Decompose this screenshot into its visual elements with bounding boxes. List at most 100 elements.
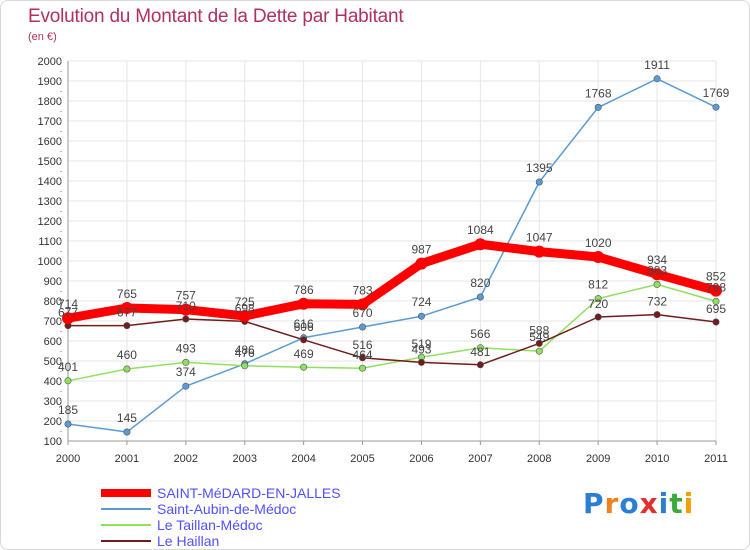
data-point [535,178,543,186]
data-point [535,347,543,355]
data-point [476,293,484,301]
data-label: 481 [470,345,490,359]
logo-letter: t [669,487,684,520]
data-label: 786 [294,283,314,297]
data-label: 516 [353,338,373,352]
data-point [297,297,310,310]
y-tick-label: 1200 [38,216,62,228]
data-label: 732 [647,295,667,309]
data-label: 724 [411,295,431,309]
data-label: 185 [58,403,78,417]
data-point [476,361,484,369]
legend-swatch [101,540,151,542]
x-tick-label: 2011 [704,453,728,465]
y-tick-label: 600 [44,336,62,348]
data-label: 757 [176,289,196,303]
data-point [592,251,605,263]
y-tick-label: 700 [44,316,62,328]
y-tick-label: 2000 [38,56,62,68]
data-label: 670 [353,306,373,320]
data-point [712,318,720,326]
y-tick-label: 1300 [38,196,62,208]
data-label: 714 [58,297,78,311]
series-line [67,283,717,382]
data-label: 606 [294,320,314,334]
data-label: 1047 [526,231,553,245]
data-label: 725 [235,295,255,309]
x-tick-label: 2001 [115,453,139,465]
data-point [300,363,308,371]
data-label: 464 [353,348,373,362]
data-point [535,339,543,347]
data-point [533,245,546,258]
data-point [653,311,661,319]
x-tick-label: 2006 [409,453,433,465]
data-label: 616 [294,317,314,331]
data-point [476,344,484,352]
logo-letter: i [658,487,670,520]
y-tick-label: 1700 [38,116,62,128]
data-label: 486 [235,343,255,357]
logo-letter: r [604,487,620,520]
series-line [67,313,717,366]
x-tick-label: 2010 [645,453,669,465]
data-label: 720 [588,297,608,311]
data-point [359,323,367,331]
data-label: 852 [706,270,726,284]
data-label: 710 [176,299,196,313]
data-label: 934 [647,253,667,267]
x-tick-label: 2005 [350,453,374,465]
y-tick-label: 500 [44,356,62,368]
legend-label: Le Haillan [157,533,220,549]
y-tick-label: 100 [44,436,62,448]
data-label: 677 [117,306,137,320]
y-tick-label: 1400 [38,176,62,188]
y-tick-label: 1600 [38,136,62,148]
y-tick-label: 1000 [38,256,62,268]
data-label: 469 [294,347,314,361]
x-tick-label: 2002 [174,453,198,465]
data-label: 783 [353,283,373,297]
chart-title: Evolution du Montant de la Dette par Hab… [28,6,404,27]
data-label: 812 [588,278,608,292]
y-tick-label: 200 [44,416,62,428]
data-label: 1769 [703,86,730,100]
data-point [594,103,602,111]
data-label: 798 [706,280,726,294]
data-point [594,295,602,303]
legend-swatch [101,524,151,526]
y-tick-label: 1900 [38,76,62,88]
y-tick-label: 1500 [38,156,62,168]
plot-area [68,61,716,441]
data-point [179,303,192,316]
data-label: 493 [176,341,196,355]
data-point [238,310,251,322]
data-label: 698 [235,301,255,315]
data-point [300,336,308,344]
series-line [63,239,721,323]
data-point [182,358,190,366]
logo-letter: x [639,487,659,520]
data-label: 460 [117,348,137,362]
series-line [67,78,717,433]
data-point [651,268,664,281]
data-point [182,382,190,390]
legend-label: Saint-Aubin-de-Médoc [157,501,297,517]
data-point [359,364,367,372]
y-tick-label: 400 [44,376,62,388]
data-label: 1911 [644,58,670,72]
data-label: 820 [470,276,490,290]
data-point [123,428,131,436]
data-point [712,297,720,305]
logo-letter: P [583,487,605,520]
data-label: 476 [235,346,255,360]
data-label: 1395 [526,161,553,175]
legend-swatch [101,489,151,497]
data-point [653,75,661,83]
data-label: 566 [470,327,490,341]
data-point [710,284,722,297]
data-label: 987 [411,243,431,257]
data-label: 401 [58,360,78,374]
